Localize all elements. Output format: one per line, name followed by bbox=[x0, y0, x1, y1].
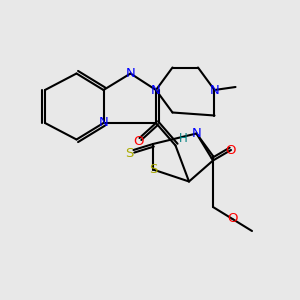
Text: O: O bbox=[133, 135, 143, 148]
Text: N: N bbox=[126, 67, 135, 80]
Text: H: H bbox=[178, 131, 188, 145]
Text: O: O bbox=[226, 143, 236, 157]
Text: N: N bbox=[192, 127, 201, 140]
Text: S: S bbox=[125, 147, 133, 160]
Text: S: S bbox=[149, 163, 157, 176]
Text: N: N bbox=[210, 83, 219, 97]
Text: N: N bbox=[99, 116, 108, 130]
Text: N: N bbox=[151, 83, 161, 97]
Text: O: O bbox=[227, 212, 238, 226]
